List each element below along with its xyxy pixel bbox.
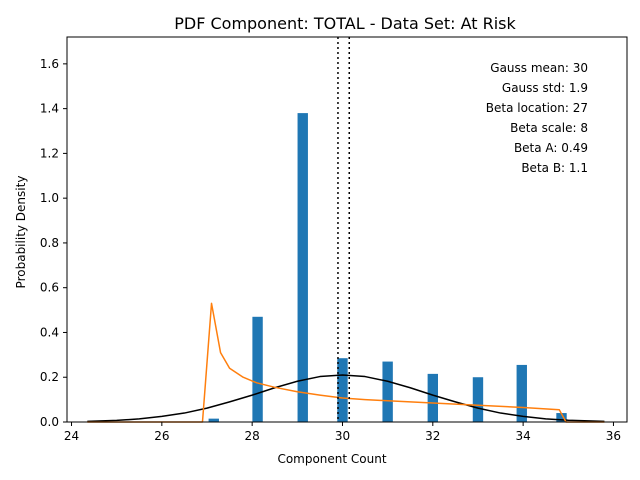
- histogram-bar: [297, 113, 308, 423]
- plot-frame: [66, 36, 628, 423]
- x-tick-label: 30: [335, 429, 350, 443]
- histogram-bar: [337, 358, 348, 422]
- beta-pdf-line: [87, 302, 605, 423]
- stats-annotation: Beta location: 27: [486, 101, 588, 115]
- stats-annotation: Beta B: 1.1: [521, 161, 588, 175]
- histogram-bar: [427, 373, 438, 422]
- stats-annotation: Gauss std: 1.9: [502, 81, 588, 95]
- y-tick-label: 0.4: [40, 325, 59, 339]
- chart-title: PDF Component: TOTAL - Data Set: At Risk: [174, 14, 516, 33]
- y-tick-label: 0.0: [40, 415, 59, 429]
- x-axis-label: Component Count: [277, 452, 386, 466]
- y-tick-label: 1.4: [40, 102, 59, 116]
- histogram-bar: [556, 413, 567, 422]
- y-tick-label: 1.2: [40, 146, 59, 160]
- histogram-bar: [382, 361, 393, 422]
- histogram-bar: [472, 377, 484, 422]
- x-tick-label: 28: [245, 429, 260, 443]
- y-tick-label: 1.0: [40, 191, 59, 205]
- histogram-bar: [252, 316, 263, 422]
- stats-annotation: Beta scale: 8: [510, 121, 588, 135]
- x-tick-label: 36: [606, 429, 621, 443]
- histogram-bar: [516, 364, 527, 422]
- x-tick-label: 24: [64, 429, 79, 443]
- y-axis-label: Probability Density: [14, 176, 28, 289]
- stats-annotation: Gauss mean: 30: [490, 61, 588, 75]
- stats-annotation: Beta A: 0.49: [514, 141, 588, 155]
- x-tick-label: 32: [425, 429, 440, 443]
- histogram-bar: [208, 418, 219, 422]
- x-tick-label: 26: [154, 429, 169, 443]
- y-tick-label: 0.2: [40, 370, 59, 384]
- y-tick-label: 0.6: [40, 281, 59, 295]
- y-tick-label: 1.6: [40, 57, 59, 71]
- gauss-pdf-line: [87, 374, 605, 423]
- x-tick-label: 34: [515, 429, 530, 443]
- y-tick-label: 0.8: [40, 236, 59, 250]
